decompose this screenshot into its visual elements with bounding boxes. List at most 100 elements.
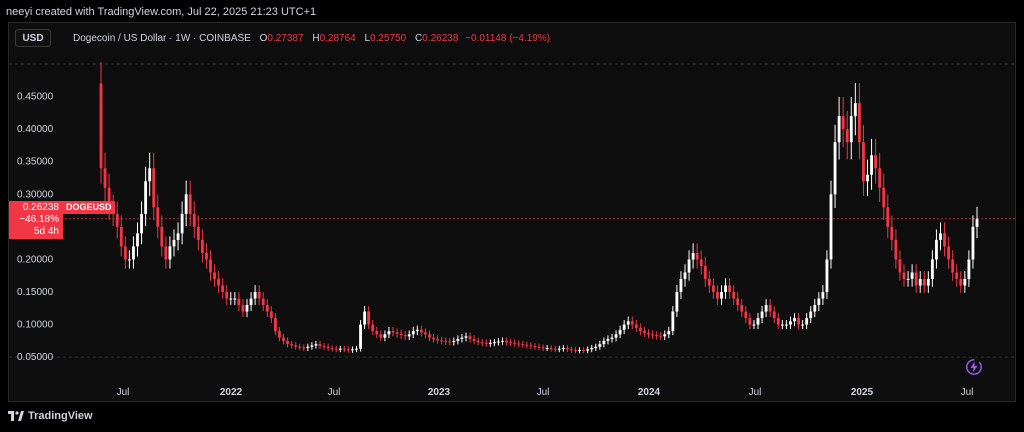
candle-body [549, 348, 553, 350]
candle-body [407, 334, 411, 337]
candle-body [290, 344, 294, 346]
candle-body [318, 344, 322, 347]
candle-body [874, 155, 878, 169]
candle-body [306, 346, 310, 349]
x-axis-tick-label: 2022 [220, 387, 243, 398]
candle-body [939, 233, 942, 240]
candle-body [614, 334, 618, 338]
candle-body [651, 334, 654, 336]
candle-body [813, 305, 817, 312]
candle-body [618, 329, 622, 335]
candle-body [249, 298, 253, 306]
y-axis-tick-label: 0.10000 [17, 320, 54, 331]
candle-body [545, 348, 549, 350]
current-price: 0.26238 [22, 202, 59, 213]
candle-body [590, 348, 594, 350]
candle-body [626, 321, 630, 325]
candle-body [411, 331, 415, 335]
candle-body [391, 331, 395, 333]
candle-body [707, 278, 711, 286]
candle-body [667, 331, 671, 335]
candle-body [671, 311, 675, 332]
candle-body [148, 168, 152, 182]
candle-body [776, 318, 780, 325]
candle-body [716, 292, 719, 299]
candle-body [789, 321, 792, 325]
candle-body [663, 334, 667, 337]
candle-body [225, 292, 229, 299]
candle-body [695, 252, 699, 260]
candle-body [943, 233, 946, 247]
candle-body [638, 327, 642, 332]
candle-body [217, 278, 221, 286]
candle-body [586, 349, 590, 351]
candle-body [687, 259, 691, 273]
candle-body [809, 311, 813, 319]
y-axis-tick-label: 0.20000 [17, 254, 54, 265]
candle-body [825, 259, 829, 293]
candle-body [780, 324, 784, 326]
candle-body [829, 194, 833, 260]
candle-body [505, 340, 508, 343]
candle-body [322, 346, 326, 348]
candle-body [634, 324, 638, 328]
candle-body [119, 226, 123, 247]
currency-button[interactable]: USD [15, 29, 51, 47]
candle-body [622, 324, 626, 330]
candle-body [432, 337, 435, 339]
candlestick-chart[interactable]: 0.050000.100000.150000.200000.250000.300… [9, 23, 1016, 402]
x-axis-tick-label: Jul [117, 387, 130, 398]
candle-body [821, 292, 825, 299]
candle-body [525, 344, 529, 346]
candle-body [752, 324, 756, 326]
candle-body [914, 272, 918, 286]
candle-body [760, 311, 764, 319]
symbol-legend: Dogecoin / US Dollar · 1W · COINBASE O0.… [73, 33, 550, 44]
legend-close: 0.26238 [422, 33, 459, 44]
candle-body [196, 226, 200, 240]
candle-body [152, 168, 156, 208]
candle-body [282, 337, 285, 341]
candle-body [691, 252, 695, 260]
candle-body [610, 337, 614, 339]
candle-body [156, 207, 160, 227]
candle-body [476, 340, 480, 343]
candle-body [355, 348, 358, 350]
candle-body [371, 324, 375, 332]
candle-body [898, 259, 902, 273]
candle-body [866, 174, 869, 182]
lightning-icon[interactable] [965, 358, 983, 376]
candle-body [192, 213, 196, 227]
candle-body [383, 334, 387, 338]
candle-body [643, 331, 646, 334]
candle-body [561, 348, 565, 350]
candle-body [294, 345, 298, 347]
candle-body [107, 187, 111, 208]
candle-body [513, 342, 517, 344]
candle-body [509, 342, 513, 344]
candle-body [436, 338, 440, 341]
chart-panel[interactable]: 0.050000.100000.150000.200000.250000.300… [8, 22, 1016, 402]
candle-body [310, 345, 314, 347]
candle-body [176, 233, 180, 240]
candle-body [342, 348, 346, 350]
bar-countdown: 5d 4h [33, 226, 59, 237]
candle-body [886, 207, 890, 227]
legend-close-label: C [415, 33, 423, 44]
candle-body [683, 272, 687, 279]
candle-body [257, 292, 261, 299]
candle-body [160, 226, 164, 247]
candle-body [253, 292, 257, 299]
candle-body [797, 318, 800, 325]
candle-body [862, 142, 865, 182]
candle-body [168, 246, 172, 260]
candle-body [188, 194, 192, 214]
candle-body [764, 305, 768, 312]
candle-body [647, 333, 650, 335]
candle-body [878, 168, 882, 188]
candle-body [229, 298, 233, 300]
candle-body [221, 285, 225, 293]
candle-body [298, 346, 302, 348]
candle-body [375, 331, 379, 335]
candle-body [144, 181, 148, 214]
